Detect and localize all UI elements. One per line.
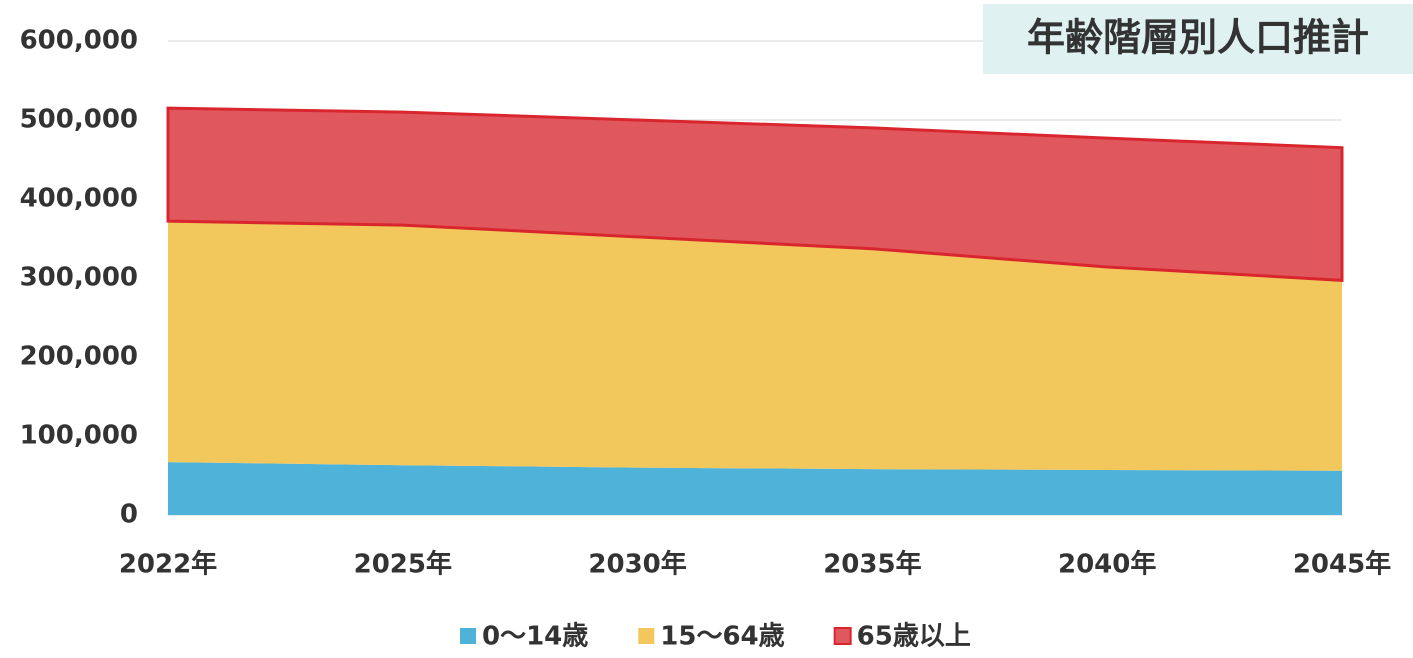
area bbox=[168, 221, 1342, 471]
x-tick-label: 2045年 bbox=[1293, 549, 1391, 580]
y-tick-label: 100,000 bbox=[20, 421, 138, 451]
legend-swatch bbox=[460, 628, 476, 644]
chart-title: 年齢階層別人口推計 bbox=[1027, 16, 1369, 60]
x-tick-label: 2035年 bbox=[823, 549, 921, 580]
area bbox=[168, 462, 1342, 515]
legend-label: 65歳以上 bbox=[857, 622, 971, 652]
x-tick-label: 2040年 bbox=[1058, 549, 1156, 580]
y-tick-label: 600,000 bbox=[20, 26, 138, 56]
legend-label: 0～14歳 bbox=[482, 622, 588, 652]
title-box bbox=[983, 4, 1413, 74]
y-tick-label: 0 bbox=[120, 500, 138, 530]
legend-swatch bbox=[638, 628, 655, 644]
legend-label: 15～64歳 bbox=[660, 622, 784, 652]
x-tick-label: 2025年 bbox=[354, 549, 452, 580]
y-tick-label: 500,000 bbox=[20, 105, 138, 135]
y-tick-label: 200,000 bbox=[20, 342, 138, 372]
legend-swatch bbox=[833, 627, 852, 645]
plot: 0 100,000 200,000 300,000 400,000 500,000 600,… bbox=[20, 26, 1392, 652]
area bbox=[166, 106, 1344, 282]
y-tick-label: 400,000 bbox=[20, 184, 138, 214]
x-tick-label: 2022年 bbox=[119, 549, 217, 580]
x-tick-label: 2030年 bbox=[588, 549, 686, 580]
y-tick-label: 300,000 bbox=[20, 263, 138, 293]
